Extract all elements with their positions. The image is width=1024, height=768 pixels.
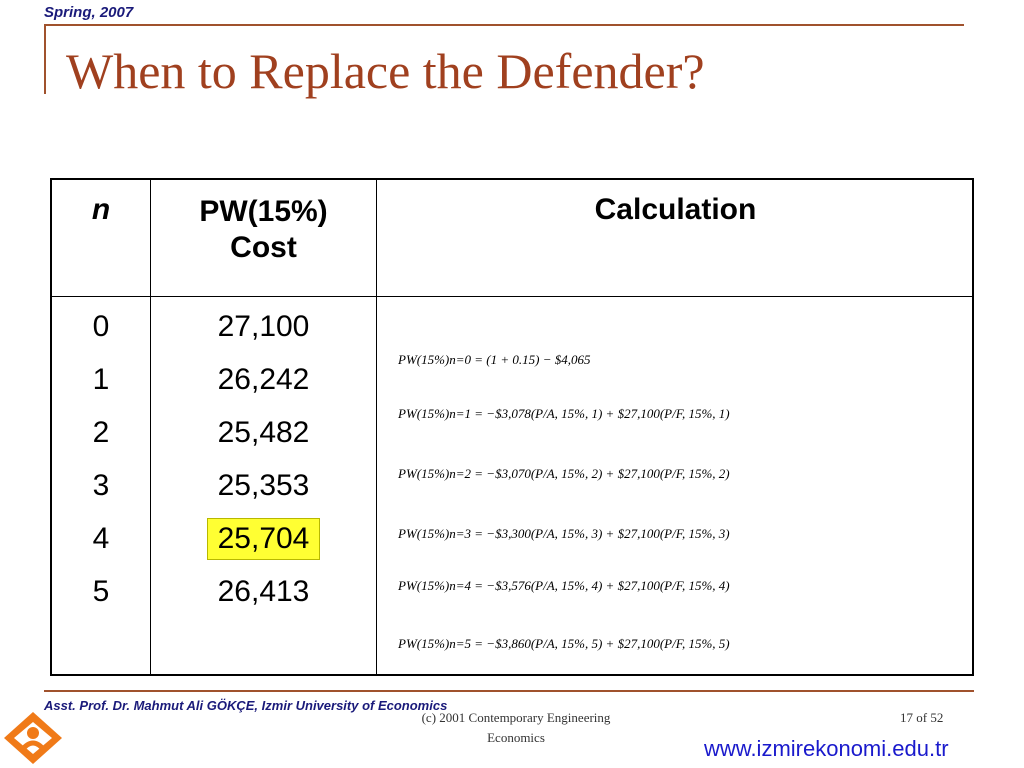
copyright-line2: Economics — [487, 730, 545, 745]
page-number: 17 of 52 — [900, 710, 944, 725]
header-pw-line2: Cost — [230, 231, 297, 264]
header-calculation: Calculation — [594, 193, 757, 226]
top-rule — [44, 24, 964, 26]
pw-cell: 25,482 — [217, 416, 310, 449]
author-credit: Asst. Prof. Dr. Mahmut Ali GÖKÇE, Izmir … — [44, 698, 448, 713]
formula-text: PW(15%)n=1 = −$3,078(P/A, 15%, 1) + $27,… — [398, 406, 730, 421]
pw-cell-highlighted: 25,704 — [151, 512, 376, 565]
formula-n3: PW(15%)n=3 = −$3,300(P/A, 15%, 3) + $27,… — [398, 526, 730, 542]
n-cell: 4 — [92, 522, 110, 555]
footer-rule — [44, 690, 974, 692]
n-cell: 3 — [92, 469, 110, 502]
pw-cell: 27,100 — [217, 310, 310, 343]
n-cell: 2 — [92, 416, 110, 449]
n-column: 0 1 2 3 4 5 — [52, 300, 150, 618]
pw-cell: 26,413 — [217, 575, 310, 608]
formula-text: PW(15%)n=2 = −$3,070(P/A, 15%, 2) + $27,… — [398, 466, 730, 481]
formula-n5: PW(15%)n=5 = −$3,860(P/A, 15%, 5) + $27,… — [398, 636, 730, 652]
header-divider — [52, 296, 972, 297]
formula-n0: PW(15%)n=0 = (1 + 0.15) − $4,065 — [398, 352, 591, 368]
formula-text: PW(15%)n=4 = −$3,576(P/A, 15%, 4) + $27,… — [398, 578, 730, 593]
copyright-notice: (c) 2001 Contemporary Engineering Econom… — [386, 708, 646, 748]
university-logo-icon — [4, 712, 62, 764]
column-divider-1 — [150, 180, 151, 674]
n-cell: 1 — [92, 363, 110, 396]
slide-title: When to Replace the Defender? — [66, 43, 705, 99]
website-link[interactable]: www.izmirekonomi.edu.tr — [704, 736, 949, 761]
formula-text: PW(15%)n=0 = (1 + 0.15) − $4,065 — [398, 352, 591, 367]
formula-n4: PW(15%)n=4 = −$3,576(P/A, 15%, 4) + $27,… — [398, 578, 730, 594]
formula-text: PW(15%)n=3 = −$3,300(P/A, 15%, 3) + $27,… — [398, 526, 730, 541]
replacement-table: n PW(15%) Cost Calculation 0 1 2 3 4 5 2… — [50, 178, 974, 676]
header-pw-line1: PW(15%) — [199, 195, 328, 228]
copyright-line1: (c) 2001 Contemporary Engineering — [421, 710, 611, 725]
pw-column: 27,100 26,242 25,482 25,353 25,704 26,41… — [151, 300, 376, 618]
pw-cell: 25,353 — [217, 469, 310, 502]
minimum-cost-highlight: 25,704 — [206, 518, 321, 560]
formula-n2: PW(15%)n=2 = −$3,070(P/A, 15%, 2) + $27,… — [398, 466, 730, 482]
pw-cell: 26,242 — [217, 363, 310, 396]
header-n: n — [91, 193, 111, 226]
n-cell: 0 — [92, 310, 110, 343]
column-divider-2 — [376, 180, 377, 674]
n-cell: 5 — [92, 575, 110, 608]
formula-n1: PW(15%)n=1 = −$3,078(P/A, 15%, 1) + $27,… — [398, 406, 730, 422]
course-term: Spring, 2007 — [44, 4, 134, 21]
formula-text: PW(15%)n=5 = −$3,860(P/A, 15%, 5) + $27,… — [398, 636, 730, 651]
left-rule — [44, 24, 46, 94]
header-pw-cost: PW(15%) Cost — [151, 194, 376, 266]
